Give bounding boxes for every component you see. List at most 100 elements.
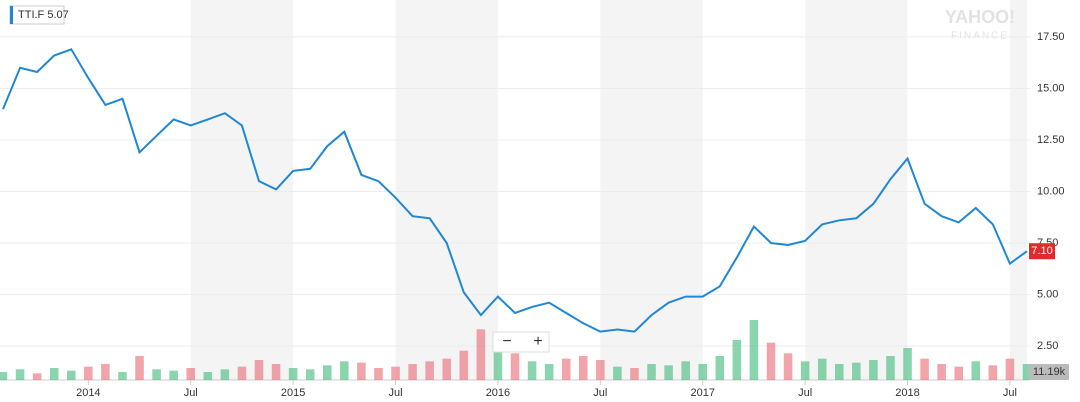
volume-bar: [664, 365, 673, 380]
volume-bar: [152, 369, 161, 380]
volume-bar: [67, 370, 76, 380]
zoom-box: [492, 331, 550, 353]
volume-bar: [988, 365, 998, 380]
y-tick-label: 12.50: [1037, 134, 1065, 146]
volume-bar: [783, 353, 793, 380]
volume-bar: [203, 372, 213, 380]
x-tick-label: 2018: [895, 387, 919, 399]
volume-bar: [186, 368, 195, 380]
volume-bar: [852, 362, 861, 380]
y-tick-label: 15.00: [1037, 82, 1065, 94]
zoom-in[interactable]: +: [533, 333, 542, 350]
x-tick-label: 2014: [76, 387, 100, 399]
volume-bar: [442, 358, 451, 380]
watermark: YAHOO!: [945, 7, 1015, 27]
x-tick-label: Jul: [1003, 387, 1017, 399]
period-band: [1009, 0, 1027, 380]
volume-bar: [118, 372, 127, 380]
volume-bar: [357, 362, 366, 380]
volume-bar: [886, 356, 895, 380]
volume-bar: [510, 353, 520, 380]
volume-bar: [169, 370, 178, 380]
y-tick-label: 5.00: [1037, 288, 1058, 300]
band-layer: [190, 0, 1080, 402]
volume-bar: [544, 364, 554, 380]
legend-label: TTI.F 5.07: [18, 9, 69, 21]
last-price-label: 7.10: [1031, 245, 1052, 257]
volume-bar: [971, 361, 981, 380]
volume-bar: [766, 342, 776, 380]
volume-bar: [493, 340, 503, 380]
y-tick-label: 2.50: [1037, 340, 1058, 352]
volume-bar: [681, 361, 690, 380]
volume-bar: [323, 365, 332, 380]
period-band: [600, 0, 703, 380]
volume-bar: [32, 373, 42, 380]
volume-bar: [408, 364, 417, 380]
volume-bar: [596, 360, 605, 380]
volume-label: 11.19k: [1033, 366, 1066, 378]
volume-bar: [579, 356, 588, 380]
volume-bar: [1005, 358, 1015, 380]
volume-layer: [0, 320, 1032, 380]
volume-bar: [920, 358, 929, 380]
last-price-box: [1029, 243, 1055, 260]
volume-bar: [0, 372, 8, 380]
volume-bar: [101, 364, 110, 380]
volume-bar: [220, 369, 230, 380]
volume-bar: [459, 350, 469, 380]
volume-bar: [374, 368, 383, 380]
volume-bar: [732, 340, 742, 380]
volume-bar: [937, 364, 946, 380]
x-tick-label: 2015: [281, 387, 305, 399]
volume-bar: [527, 361, 537, 380]
y-tick-label: 17.50: [1037, 31, 1065, 43]
volume-bar: [630, 368, 639, 380]
legend-value: 5.07: [47, 9, 68, 21]
volume-bar: [647, 364, 656, 380]
volume-bar: [15, 369, 25, 380]
volume-label-box: [1029, 364, 1069, 380]
volume-bar: [476, 329, 486, 380]
price-line: [2, 48, 1028, 333]
volume-bar: [425, 361, 434, 380]
legend-swatch: [10, 6, 13, 24]
volume-bar: [237, 366, 247, 380]
volume-bar: [288, 368, 298, 380]
volume-bar: [271, 364, 281, 380]
volume-bar: [613, 366, 622, 380]
volume-bar: [340, 361, 349, 380]
volume-bar: [954, 366, 963, 380]
x-tick-label: 2016: [486, 387, 510, 399]
x-tick-label: Jul: [593, 387, 607, 399]
volume-bar: [903, 348, 912, 380]
x-tick-label: Jul: [184, 387, 198, 399]
volume-bar: [49, 368, 59, 380]
volume-bar: [135, 356, 144, 380]
volume-bar: [391, 366, 400, 380]
period-band: [395, 0, 498, 380]
legend-symbol: TTI.F: [18, 9, 45, 21]
volume-bar: [835, 364, 844, 380]
x-tick-label: Jul: [798, 387, 812, 399]
volume-bar: [254, 360, 264, 380]
x-tick-label: Jul: [389, 387, 403, 399]
volume-bar: [305, 369, 315, 380]
plot-layer: [2, 48, 1028, 333]
right-axis-bg: [1030, 0, 1080, 402]
volume-bar: [1022, 364, 1032, 380]
period-band: [190, 0, 294, 380]
volume-bar: [84, 366, 93, 380]
volume-bar: [715, 356, 725, 380]
y-tick-label: 10.00: [1037, 185, 1065, 197]
volume-bar: [800, 361, 810, 380]
period-band: [805, 0, 908, 380]
volume-bar: [817, 358, 827, 380]
watermark: FINANCE: [951, 31, 1009, 42]
x-tick-label: 2017: [690, 387, 714, 399]
volume-bar: [561, 358, 571, 380]
volume-bar: [698, 364, 707, 380]
volume-bar: [869, 360, 878, 380]
zoom-out[interactable]: −: [502, 333, 511, 350]
